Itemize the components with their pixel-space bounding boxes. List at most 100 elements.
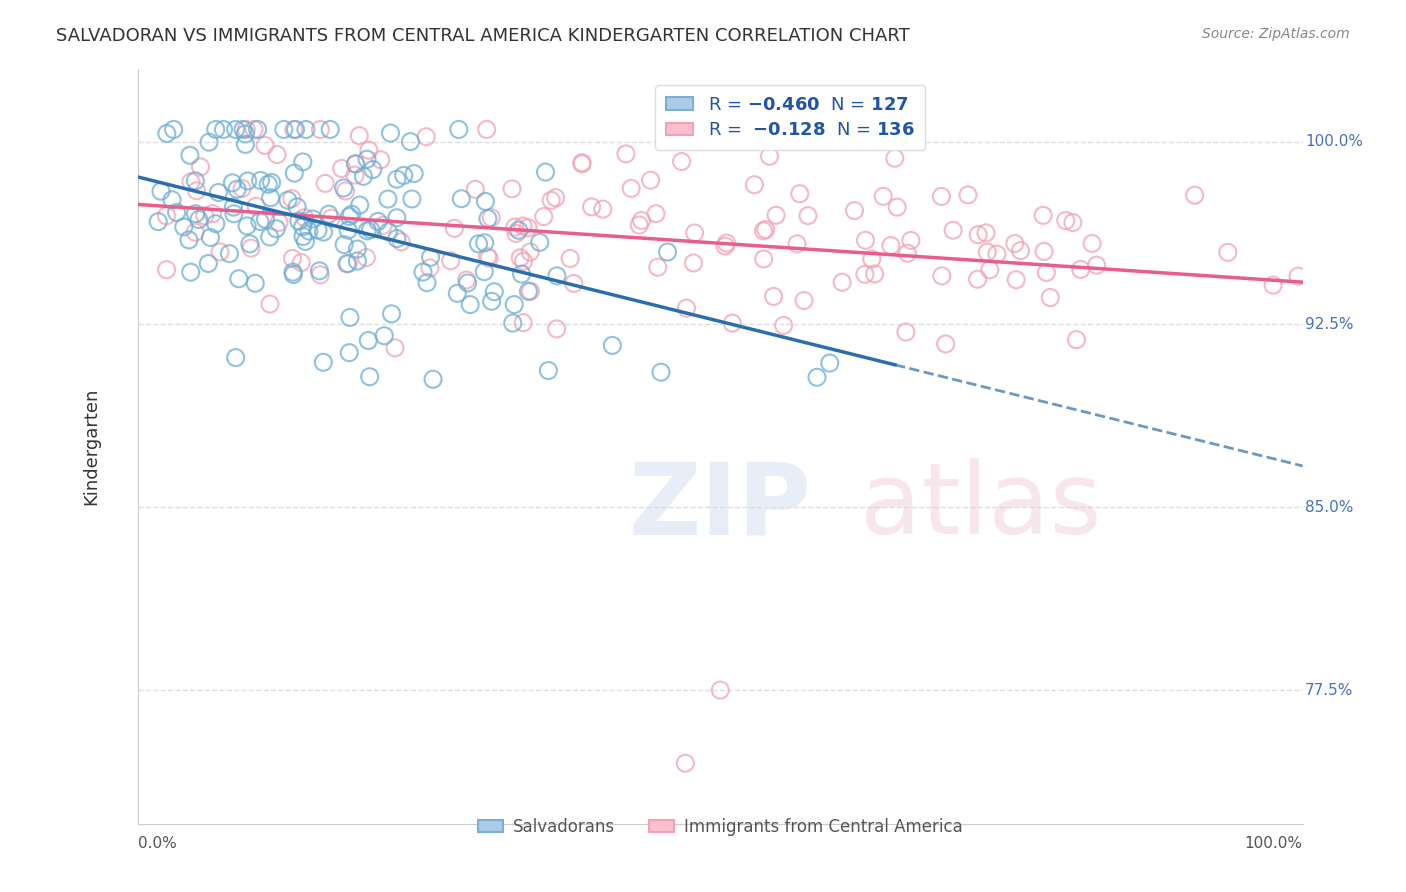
Point	[657, 245, 679, 260]
Point	[755, 222, 778, 236]
Point	[683, 226, 706, 240]
Text: 77.5%: 77.5%	[1305, 682, 1354, 698]
Point	[1184, 188, 1206, 202]
Point	[208, 244, 231, 259]
Point	[519, 245, 541, 260]
Point	[581, 200, 603, 214]
Point	[896, 246, 918, 260]
Point	[204, 122, 226, 136]
Point	[356, 224, 378, 238]
Point	[370, 153, 392, 167]
Point	[319, 122, 342, 136]
Point	[1054, 213, 1077, 227]
Point	[357, 334, 380, 348]
Point	[149, 184, 172, 198]
Point	[344, 157, 367, 171]
Point	[503, 297, 526, 311]
Text: SALVADORAN VS IMMIGRANTS FROM CENTRAL AMERICA KINDERGARTEN CORRELATION CHART: SALVADORAN VS IMMIGRANTS FROM CENTRAL AM…	[56, 27, 910, 45]
Point	[200, 230, 222, 244]
Point	[1081, 236, 1104, 251]
Point	[228, 272, 250, 286]
Point	[245, 277, 267, 291]
Point	[886, 200, 908, 214]
Point	[291, 219, 314, 234]
Point	[288, 214, 311, 228]
Point	[477, 211, 499, 226]
Point	[474, 194, 496, 209]
Point	[389, 235, 412, 249]
Point	[346, 242, 368, 256]
Point	[979, 263, 1001, 277]
Point	[330, 161, 353, 176]
Point	[457, 276, 479, 290]
Point	[336, 257, 359, 271]
Point	[392, 169, 415, 183]
Point	[380, 126, 402, 140]
Point	[273, 122, 295, 136]
Point	[349, 198, 371, 212]
Point	[197, 256, 219, 270]
Point	[335, 184, 357, 198]
Point	[384, 341, 406, 355]
Point	[156, 127, 179, 141]
Point	[1216, 245, 1239, 260]
Point	[281, 252, 304, 266]
Point	[714, 239, 737, 253]
Point	[194, 209, 217, 223]
Point	[1261, 278, 1284, 293]
Point	[880, 238, 903, 252]
Point	[246, 122, 269, 136]
Point	[184, 207, 207, 221]
Point	[166, 205, 188, 219]
Point	[675, 301, 697, 315]
Point	[942, 223, 965, 237]
Point	[533, 210, 555, 224]
Point	[602, 338, 624, 352]
Point	[450, 192, 472, 206]
Point	[307, 223, 329, 237]
Point	[931, 189, 953, 203]
Point	[571, 157, 593, 171]
Point	[1066, 333, 1088, 347]
Point	[245, 199, 267, 213]
Point	[475, 122, 498, 136]
Point	[650, 365, 672, 379]
Point	[512, 219, 534, 233]
Point	[716, 236, 738, 251]
Point	[337, 223, 360, 237]
Point	[1005, 273, 1028, 287]
Text: atlas: atlas	[860, 458, 1102, 556]
Point	[793, 293, 815, 308]
Point	[986, 247, 1008, 261]
Point	[179, 148, 201, 162]
Point	[806, 370, 828, 384]
Point	[298, 224, 321, 238]
Text: 0.0%: 0.0%	[138, 837, 177, 851]
Point	[1033, 244, 1056, 259]
Point	[344, 157, 367, 171]
Point	[283, 166, 305, 180]
Point	[505, 227, 527, 241]
Point	[267, 215, 290, 229]
Point	[844, 203, 866, 218]
Point	[752, 252, 775, 266]
Point	[301, 211, 323, 226]
Point	[257, 178, 280, 192]
Point	[385, 231, 408, 245]
Point	[501, 182, 523, 196]
Point	[221, 176, 243, 190]
Point	[758, 149, 780, 163]
Point	[264, 221, 287, 235]
Point	[645, 207, 668, 221]
Point	[232, 122, 254, 136]
Point	[544, 191, 567, 205]
Point	[419, 260, 441, 275]
Point	[201, 206, 224, 220]
Point	[184, 174, 207, 188]
Point	[312, 355, 335, 369]
Point	[673, 756, 696, 771]
Point	[744, 178, 766, 192]
Point	[562, 277, 585, 291]
Point	[614, 146, 637, 161]
Point	[243, 122, 266, 136]
